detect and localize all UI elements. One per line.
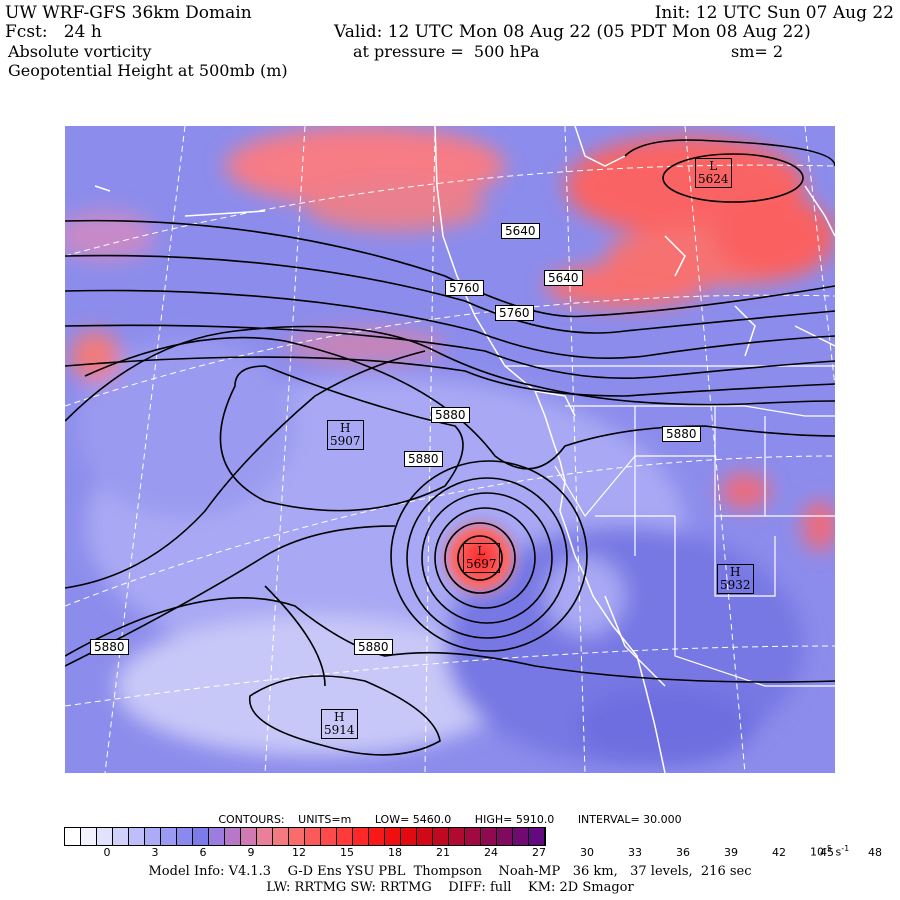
colorbar-tick-label: 18 bbox=[388, 846, 402, 859]
valid-time: Valid: 12 UTC Mon 08 Aug 22 (05 PDT Mon … bbox=[334, 22, 811, 42]
units-tail-exp: -1 bbox=[841, 844, 850, 853]
map-canvas bbox=[65, 126, 835, 773]
center-value: 5697 bbox=[466, 557, 497, 571]
field-name-height: Geopotential Height at 500mb (m) bbox=[8, 61, 288, 80]
colorbar-cell bbox=[433, 828, 449, 845]
forecast-hour: Fcst: 24 h bbox=[5, 22, 102, 42]
colorbar-tick-label: 6 bbox=[199, 846, 207, 859]
center-type: H bbox=[334, 710, 345, 724]
colorbar-tick-label: 12 bbox=[292, 846, 306, 859]
colorbar-cell bbox=[385, 828, 401, 845]
low-pressure-center: L 5697 bbox=[463, 543, 500, 573]
colorbar-cell bbox=[529, 828, 545, 845]
contour-label: 5640 bbox=[501, 223, 540, 239]
colorbar-tick-label: 33 bbox=[628, 846, 642, 859]
colorbar-cell bbox=[273, 828, 289, 845]
lat-lon-grid bbox=[65, 126, 835, 773]
colorbar-cell bbox=[289, 828, 305, 845]
center-value: 5932 bbox=[720, 578, 751, 592]
contour-label: 5880 bbox=[354, 639, 393, 655]
colorbar-units: 10-5 s-1 bbox=[810, 844, 849, 859]
center-value: 5914 bbox=[324, 723, 355, 737]
contours-label: CONTOURS: bbox=[218, 813, 285, 826]
high-pressure-center: H 5907 bbox=[327, 420, 364, 450]
colorbar-cell bbox=[145, 828, 161, 845]
colorbar-tick-label: 39 bbox=[724, 846, 738, 859]
colorbar-tick-label: 0 bbox=[103, 846, 111, 859]
contour-label: 5640 bbox=[544, 270, 583, 286]
colorbar-tick-label: 36 bbox=[676, 846, 690, 859]
smoothing: sm= 2 bbox=[731, 42, 784, 61]
colorbar-cell bbox=[97, 828, 113, 845]
colorbar-tick-label: 42 bbox=[772, 846, 786, 859]
pressure-level: at pressure = 500 hPa bbox=[353, 42, 540, 61]
colorbar-cell bbox=[161, 828, 177, 845]
units-tail: s bbox=[831, 845, 842, 859]
colorbar-cell bbox=[513, 828, 529, 845]
center-type: L bbox=[477, 544, 486, 558]
model-info: Model Info: V4.1.3 G-D Ens YSU PBL Thomp… bbox=[148, 864, 752, 879]
field-name-vorticity: Absolute vorticity bbox=[8, 42, 152, 61]
contours-interval: INTERVAL= 30.000 bbox=[577, 813, 682, 826]
colorbar-tick-label: 9 bbox=[247, 846, 255, 859]
contours-high: HIGH= 5910.0 bbox=[474, 813, 555, 826]
colorbar-ticks: 0 3 6 9 12 15 18 21 24 27 30 33 36 39 42 45 48 bbox=[64, 846, 883, 860]
colorbar-cell bbox=[449, 828, 465, 845]
colorbar-tick-label: 48 bbox=[868, 846, 882, 859]
colorbar-cell bbox=[337, 828, 353, 845]
colorbar-cell bbox=[481, 828, 497, 845]
colorbar-cell bbox=[369, 828, 385, 845]
colorbar-cell bbox=[305, 828, 321, 845]
contour-label: 5760 bbox=[445, 280, 484, 296]
colorbar-cell bbox=[65, 828, 81, 845]
center-type: L bbox=[709, 159, 718, 173]
contours-units: UNITS=m bbox=[298, 813, 352, 826]
contours-low: LOW= 5460.0 bbox=[374, 813, 452, 826]
units-exp: -5 bbox=[824, 844, 832, 853]
colorbar-cell bbox=[401, 828, 417, 845]
colorbar-cell bbox=[417, 828, 433, 845]
map-title: UW WRF-GFS 36km Domain bbox=[5, 3, 252, 23]
contour-label: 5880 bbox=[662, 426, 701, 442]
weather-map: 5640 5640 5760 5760 5880 5880 5880 5880 … bbox=[65, 126, 835, 773]
physics-info: LW: RRTMG SW: RRTMG DIFF: full KM: 2D Sm… bbox=[266, 880, 634, 895]
colorbar bbox=[64, 827, 546, 846]
colorbar-cell bbox=[209, 828, 225, 845]
center-type: H bbox=[340, 421, 351, 435]
init-time: Init: 12 UTC Sun 07 Aug 22 bbox=[654, 3, 894, 23]
colorbar-cell bbox=[129, 828, 145, 845]
colorbar-tick-label: 24 bbox=[484, 846, 498, 859]
colorbar-cell bbox=[225, 828, 241, 845]
colorbar-cell bbox=[241, 828, 257, 845]
center-value: 5624 bbox=[698, 172, 729, 186]
colorbar-tick-label: 30 bbox=[580, 846, 594, 859]
high-pressure-center: H 5932 bbox=[717, 564, 754, 594]
colorbar-cell bbox=[177, 828, 193, 845]
colorbar-tick-label: 45 bbox=[820, 846, 834, 859]
state-borders bbox=[505, 365, 835, 687]
colorbar-cell bbox=[353, 828, 369, 845]
colorbar-cell bbox=[257, 828, 273, 845]
contour-label: 5880 bbox=[90, 639, 129, 655]
low-pressure-center: L 5624 bbox=[695, 158, 732, 188]
colorbar-cell bbox=[321, 828, 337, 845]
contour-info: CONTOURS: UNITS=m LOW= 5460.0 HIGH= 5910… bbox=[0, 813, 900, 826]
high-pressure-center: H 5914 bbox=[321, 709, 358, 739]
center-type: H bbox=[730, 565, 741, 579]
center-value: 5907 bbox=[330, 434, 361, 448]
colorbar-tick-label: 15 bbox=[340, 846, 354, 859]
colorbar-cell bbox=[193, 828, 209, 845]
colorbar-tick-label: 27 bbox=[532, 846, 546, 859]
colorbar-tick-label: 21 bbox=[436, 846, 450, 859]
units-base: 10 bbox=[810, 845, 824, 859]
colorbar-tick-label: 3 bbox=[151, 846, 159, 859]
contour-label: 5880 bbox=[431, 407, 470, 423]
colorbar-cell bbox=[497, 828, 513, 845]
contour-label: 5760 bbox=[495, 305, 534, 321]
contour-label: 5880 bbox=[404, 451, 443, 467]
low-vorticity-core bbox=[432, 510, 528, 606]
colorbar-cell bbox=[113, 828, 129, 845]
colorbar-cell bbox=[465, 828, 481, 845]
colorbar-cell bbox=[81, 828, 97, 845]
